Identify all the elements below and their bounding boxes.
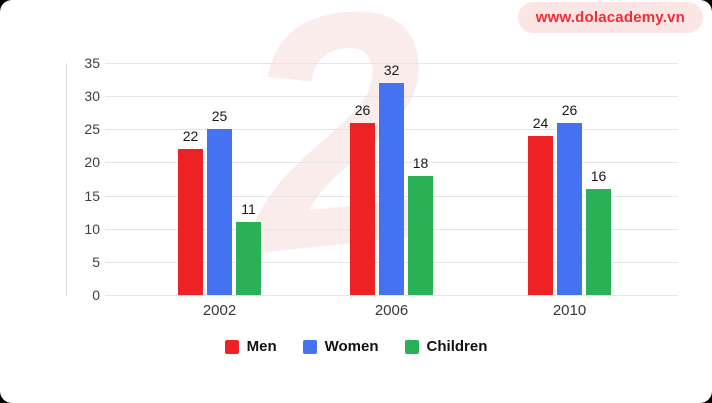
x-axis-tick-2010: 2010 — [552, 302, 587, 319]
chart-legend: Men Women Children — [0, 338, 712, 355]
y-axis-tick-15: 15 — [84, 187, 100, 204]
website-badge: www.dolacademy.vn — [517, 2, 703, 33]
bar-children-2002 — [236, 222, 261, 295]
legend-item-women[interactable]: Women — [302, 338, 379, 355]
bar-women-2010 — [557, 123, 582, 295]
legend-label-children: Children — [426, 338, 488, 355]
y-axis-tick-35: 35 — [84, 55, 100, 71]
bar-children-2006 — [408, 176, 433, 295]
gridline-y-0 — [105, 295, 678, 296]
y-axis-tick-30: 30 — [84, 88, 100, 105]
y-axis-line — [66, 63, 67, 296]
bar-value-children-2002: 11 — [241, 201, 256, 217]
gridline-y-35 — [105, 63, 678, 64]
bar-value-men-2002: 22 — [182, 128, 199, 144]
y-axis-tick-5: 5 — [92, 253, 100, 270]
bar-value-women-2010: 26 — [561, 102, 578, 118]
bar-women-2002 — [207, 129, 232, 295]
y-axis-tick-0: 0 — [92, 287, 100, 303]
legend-label-men: Men — [246, 338, 277, 355]
bar-value-men-2010: 24 — [532, 115, 549, 131]
legend-swatch-men — [224, 339, 239, 354]
bar-value-women-2002: 25 — [211, 108, 228, 124]
legend-swatch-children — [404, 339, 419, 354]
bar-children-2010 — [586, 189, 611, 295]
bar-value-men-2006: 26 — [354, 102, 371, 118]
bar-value-children-2010: 16 — [590, 168, 607, 184]
website-badge-text: www.dolacademy.vn — [535, 9, 685, 26]
legend-item-men[interactable]: Men — [224, 338, 277, 355]
bar-men-2006 — [350, 123, 375, 295]
legend-swatch-women — [302, 339, 317, 354]
x-axis-tick-2006: 2006 — [374, 302, 409, 319]
legend-item-children[interactable]: Children — [404, 338, 488, 355]
y-axis-tick-20: 20 — [84, 154, 100, 171]
y-axis-tick-25: 25 — [84, 121, 100, 138]
bar-men-2010 — [528, 136, 553, 295]
x-axis-tick-2002: 2002 — [202, 302, 237, 319]
y-axis-tick-10: 10 — [84, 220, 100, 237]
bar-value-children-2006: 18 — [412, 155, 429, 171]
bar-men-2002 — [178, 149, 203, 295]
legend-label-women: Women — [324, 338, 379, 355]
bar-women-2006 — [379, 83, 404, 295]
bar-value-women-2006: 32 — [383, 62, 400, 78]
